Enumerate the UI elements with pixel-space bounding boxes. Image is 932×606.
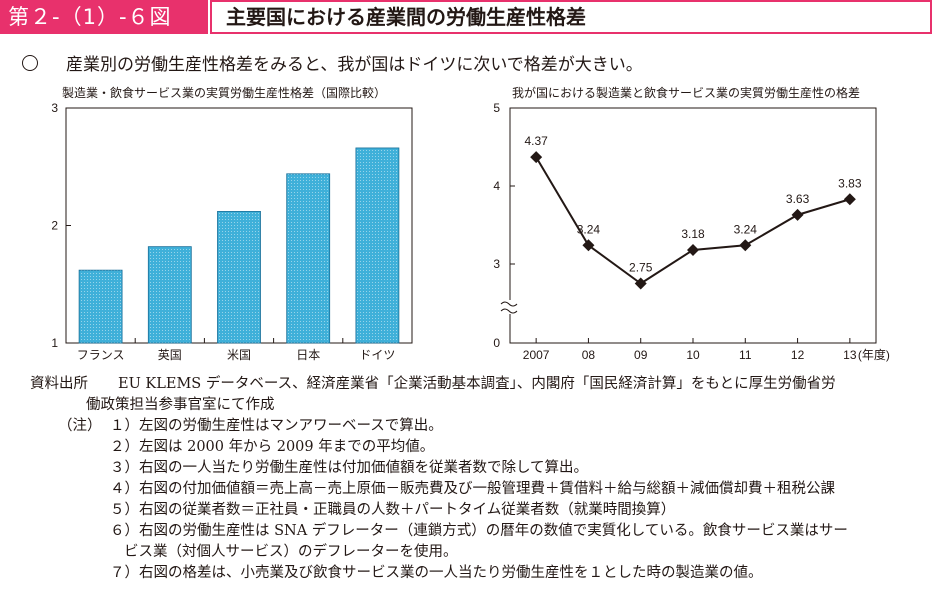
x-tick-label: 12	[791, 348, 805, 362]
note-item: ２）左図は 2000 年から 2009 年までの平均値。	[110, 439, 435, 455]
x-tick-label: ドイツ	[359, 348, 395, 362]
bar	[286, 173, 331, 344]
x-tick-label: 2007	[523, 348, 550, 362]
source-line-1: EU KLEMS データベース、経済産業省「企業活動基本調査」、内閣府「国民経済…	[118, 376, 836, 392]
note-item: ４）右図の付加価値額＝売上高－売上原価－販売費及び一般管理費＋賃借料＋給与総額＋…	[110, 481, 835, 497]
axis-break-icon	[500, 301, 518, 314]
y-tick-label: 5	[493, 101, 500, 115]
data-point	[791, 208, 804, 221]
data-label: 3.24	[734, 222, 758, 236]
source-label: 資料出所	[30, 376, 88, 392]
right-chart-title: 我が国における製造業と飲食サービス業の実質労働生産性の格差	[512, 86, 861, 100]
note-item: ５）右図の従業者数＝正社員・正職員の人数＋パートタイム従業者数（就業時間換算）	[110, 502, 676, 518]
y-tick-label: 4	[493, 179, 500, 193]
x-tick-label: 10	[686, 348, 700, 362]
bar	[217, 210, 261, 344]
data-label: 3.63	[786, 192, 810, 206]
summary-line: 産業別の労働生産性格差をみると、我が国はドイツに次いで格差が大きい。	[22, 50, 643, 75]
data-point	[739, 239, 752, 252]
x-tick-label: 09	[634, 348, 648, 362]
data-point	[634, 277, 647, 290]
data-label: 3.24	[577, 222, 601, 236]
note-item-continuation: ビス業（対個人サービス）のデフレーターを使用。	[124, 544, 458, 560]
y-tick-label: 2	[51, 219, 58, 233]
header: 第２-（1）-６図 主要国における産業間の労働生産性格差	[0, 0, 932, 34]
axis-break-mask	[502, 300, 518, 314]
circle-bullet-icon	[22, 55, 38, 71]
y-tick-label: 0	[493, 336, 500, 350]
data-label: 4.37	[524, 134, 548, 148]
note-item: ７）右図の格差は、小売業及び飲食サービス業の一人当たり労働生産性を１とした時の製…	[110, 565, 763, 581]
right-plot-frame	[509, 107, 877, 344]
left-chart-title: 製造業・飲食サービス業の実質労働生産性格差（国際比較）	[62, 86, 387, 100]
source-line-2: 働政策担当参事官室にて作成	[86, 397, 275, 413]
x-tick-label: 米国	[227, 348, 251, 362]
x-tick-label: 日本	[296, 348, 320, 362]
x-tick-label: 08	[582, 348, 596, 362]
bar	[355, 147, 400, 344]
data-point	[687, 243, 699, 256]
figure-title: 主要国における産業間の労働生産性格差	[210, 0, 932, 34]
x-tick-label: 13	[843, 348, 857, 362]
series-line	[535, 156, 851, 285]
data-label: 2.75	[629, 261, 653, 275]
data-point	[530, 151, 543, 164]
data-label: 3.83	[838, 176, 862, 190]
x-tick-label: 英国	[158, 348, 182, 362]
x-tick-label: 11	[739, 348, 752, 362]
note-item: ３）右図の一人当たり労働生産性は付加価値額を従業者数で除して算出。	[110, 460, 589, 476]
summary-text: 産業別の労働生産性格差をみると、我が国はドイツに次いで格差が大きい。	[66, 55, 643, 75]
figure-number-badge: 第２-（1）-６図	[0, 0, 208, 34]
note-label: （注）	[58, 418, 102, 434]
note-item: ６）右図の労働生産性は SNA デフレーター（連鎖方式）の暦年の数値で実質化して…	[110, 523, 848, 539]
x-tick-label: フランス	[77, 348, 125, 362]
y-tick-label: 3	[51, 101, 58, 115]
data-point	[843, 193, 856, 206]
y-tick-label: 1	[51, 336, 58, 350]
y-tick-label: 3	[493, 257, 500, 271]
data-point	[582, 239, 595, 252]
bar	[78, 269, 123, 344]
bar	[147, 246, 192, 344]
data-label: 3.18	[681, 227, 705, 241]
note-item: １）左図の労働生産性はマンアワーベースで算出。	[110, 418, 443, 434]
x-axis-unit: (年度)	[858, 347, 890, 362]
